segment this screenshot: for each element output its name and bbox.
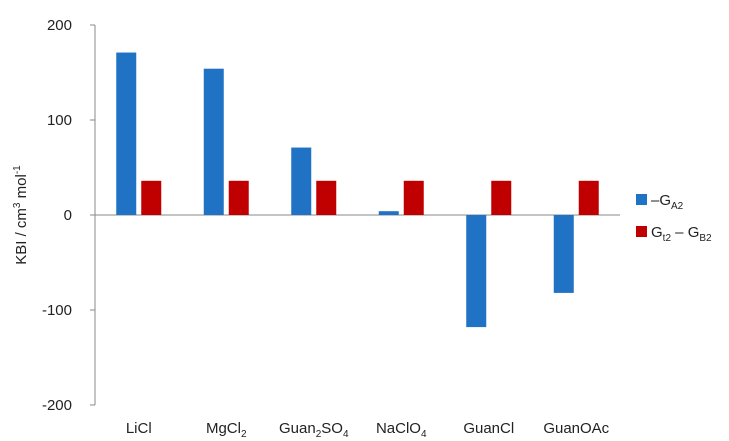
y-tick-label: -100 bbox=[42, 302, 72, 319]
x-category-label: NaClO4 bbox=[376, 420, 427, 440]
superscript-text: 3 bbox=[12, 202, 23, 208]
x-category-label: LiCl bbox=[126, 420, 152, 437]
legend-swatch bbox=[636, 194, 647, 205]
bar-series1-guan2so4 bbox=[291, 147, 312, 215]
bar-series2-licl bbox=[141, 180, 162, 215]
text-part: GuanOAc bbox=[543, 420, 609, 437]
subscript-text: t2 bbox=[663, 233, 672, 244]
subscript-text: 4 bbox=[421, 429, 427, 440]
y-tick-label: -200 bbox=[42, 397, 72, 414]
x-category-label: Guan2SO4 bbox=[279, 420, 349, 440]
x-category-label: MgCl2 bbox=[206, 420, 247, 440]
text-part: NaClO bbox=[376, 420, 421, 437]
text-part: Guan bbox=[279, 420, 316, 437]
legend-swatch bbox=[636, 226, 647, 237]
legend-label: Gt2 – GB2 bbox=[651, 224, 712, 244]
text-part: –G bbox=[651, 192, 671, 209]
bar-series2-mgcl2 bbox=[228, 180, 249, 215]
text-part: LiCl bbox=[126, 420, 152, 437]
subscript-text: 2 bbox=[241, 429, 247, 440]
bar-series1-licl bbox=[116, 52, 137, 215]
subscript-text: 4 bbox=[343, 429, 349, 440]
subscript-text: B2 bbox=[699, 233, 712, 244]
x-axis-categories: LiCl MgCl2 Guan2SO4 NaClO4 GuanCl GuanOAc bbox=[126, 420, 610, 440]
bar-series2-guancl bbox=[491, 180, 512, 215]
bars bbox=[116, 52, 599, 328]
y-tick-label: 200 bbox=[47, 17, 72, 34]
bar-series2-naclo4 bbox=[403, 180, 424, 215]
text-part: G bbox=[651, 224, 663, 241]
text-part: – G bbox=[671, 224, 699, 241]
subscript-text: A2 bbox=[671, 201, 684, 212]
y-axis-title: KBI / cm3 mol-1 bbox=[12, 165, 30, 265]
axes bbox=[90, 24, 620, 406]
superscript-text: -1 bbox=[12, 165, 23, 174]
y-tick-label: 100 bbox=[47, 112, 72, 129]
text-part: mol bbox=[13, 174, 30, 202]
bar-series2-guan2so4 bbox=[316, 180, 337, 215]
subscript-text: 2 bbox=[316, 429, 322, 440]
bar-series1-guanoac bbox=[553, 215, 574, 293]
y-tick-label: 0 bbox=[64, 207, 72, 224]
legend: –GA2 Gt2 – GB2 bbox=[636, 192, 712, 244]
x-category-label: GuanCl bbox=[463, 420, 514, 437]
text-part: KBI / cm bbox=[13, 208, 30, 265]
text-part: SO bbox=[321, 420, 343, 437]
bar-series1-naclo4 bbox=[378, 211, 399, 215]
bar-series1-mgcl2 bbox=[203, 68, 224, 215]
y-axis-ticks: -200 -100 0 100 200 bbox=[42, 17, 72, 414]
bar-series2-guanoac bbox=[578, 180, 599, 215]
y-axis-label: KBI / cm3 mol-1 bbox=[12, 165, 30, 265]
legend-label: –GA2 bbox=[651, 192, 684, 212]
text-part: MgCl bbox=[206, 420, 241, 437]
text-part: GuanCl bbox=[463, 420, 514, 437]
x-category-label: GuanOAc bbox=[543, 420, 609, 437]
bar-series1-guancl bbox=[466, 215, 487, 328]
